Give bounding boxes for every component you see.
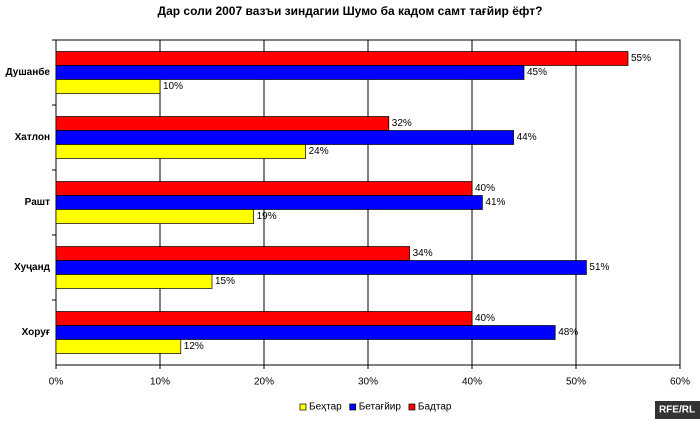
- bar: [55, 79, 161, 94]
- value-label: 34%: [413, 248, 433, 259]
- y-tick-label: Рашт: [25, 197, 50, 208]
- value-label: 44%: [517, 132, 537, 143]
- value-label: 10%: [163, 81, 183, 92]
- value-label: 48%: [558, 327, 578, 338]
- y-tick-label: Душанбе: [6, 66, 51, 78]
- value-label: 24%: [309, 146, 329, 157]
- value-label: 15%: [215, 276, 235, 287]
- legend-label: Бетағйир: [359, 402, 402, 413]
- y-tick-label: Хуҷанд: [14, 262, 51, 273]
- watermark: RFE/RL: [659, 405, 695, 416]
- x-tick-label: 20%: [254, 377, 274, 388]
- x-tick-label: 50%: [566, 377, 586, 388]
- legend-label: Беҳтар: [309, 402, 342, 413]
- bar: [55, 209, 254, 224]
- bar: [55, 274, 213, 289]
- value-label: 55%: [631, 53, 651, 64]
- x-tick-label: 60%: [670, 377, 690, 388]
- value-label: 40%: [475, 313, 495, 324]
- value-label: 40%: [475, 183, 495, 194]
- bar: [55, 339, 182, 354]
- bar: [55, 260, 587, 275]
- bar: [55, 195, 483, 210]
- bar: [55, 325, 556, 340]
- value-label: 45%: [527, 67, 547, 78]
- legend-label: Бадтар: [418, 402, 452, 413]
- bar: [55, 144, 306, 159]
- value-label: 51%: [589, 262, 609, 273]
- value-label: 12%: [184, 341, 204, 352]
- bar: [55, 51, 629, 66]
- bar: [55, 116, 390, 131]
- legend-swatch: [408, 403, 416, 411]
- x-tick-label: 10%: [150, 377, 170, 388]
- value-label: 41%: [485, 197, 505, 208]
- legend-swatch: [299, 403, 307, 411]
- x-tick-label: 40%: [462, 377, 482, 388]
- bar: [55, 181, 473, 196]
- y-tick-label: Хоруғ: [22, 327, 50, 338]
- bar: [55, 246, 410, 261]
- x-tick-label: 0%: [49, 377, 64, 388]
- legend-swatch: [349, 403, 357, 411]
- value-label: 19%: [257, 211, 277, 222]
- x-tick-label: 30%: [358, 377, 378, 388]
- chart-title: Дар соли 2007 вазъи зиндагии Шумо ба кад…: [158, 4, 543, 18]
- bar: [55, 130, 514, 145]
- y-tick-label: Хатлон: [15, 132, 50, 143]
- bar: [55, 311, 473, 326]
- value-label: 32%: [392, 118, 412, 129]
- watermark-box: [655, 401, 700, 419]
- bar: [55, 65, 525, 80]
